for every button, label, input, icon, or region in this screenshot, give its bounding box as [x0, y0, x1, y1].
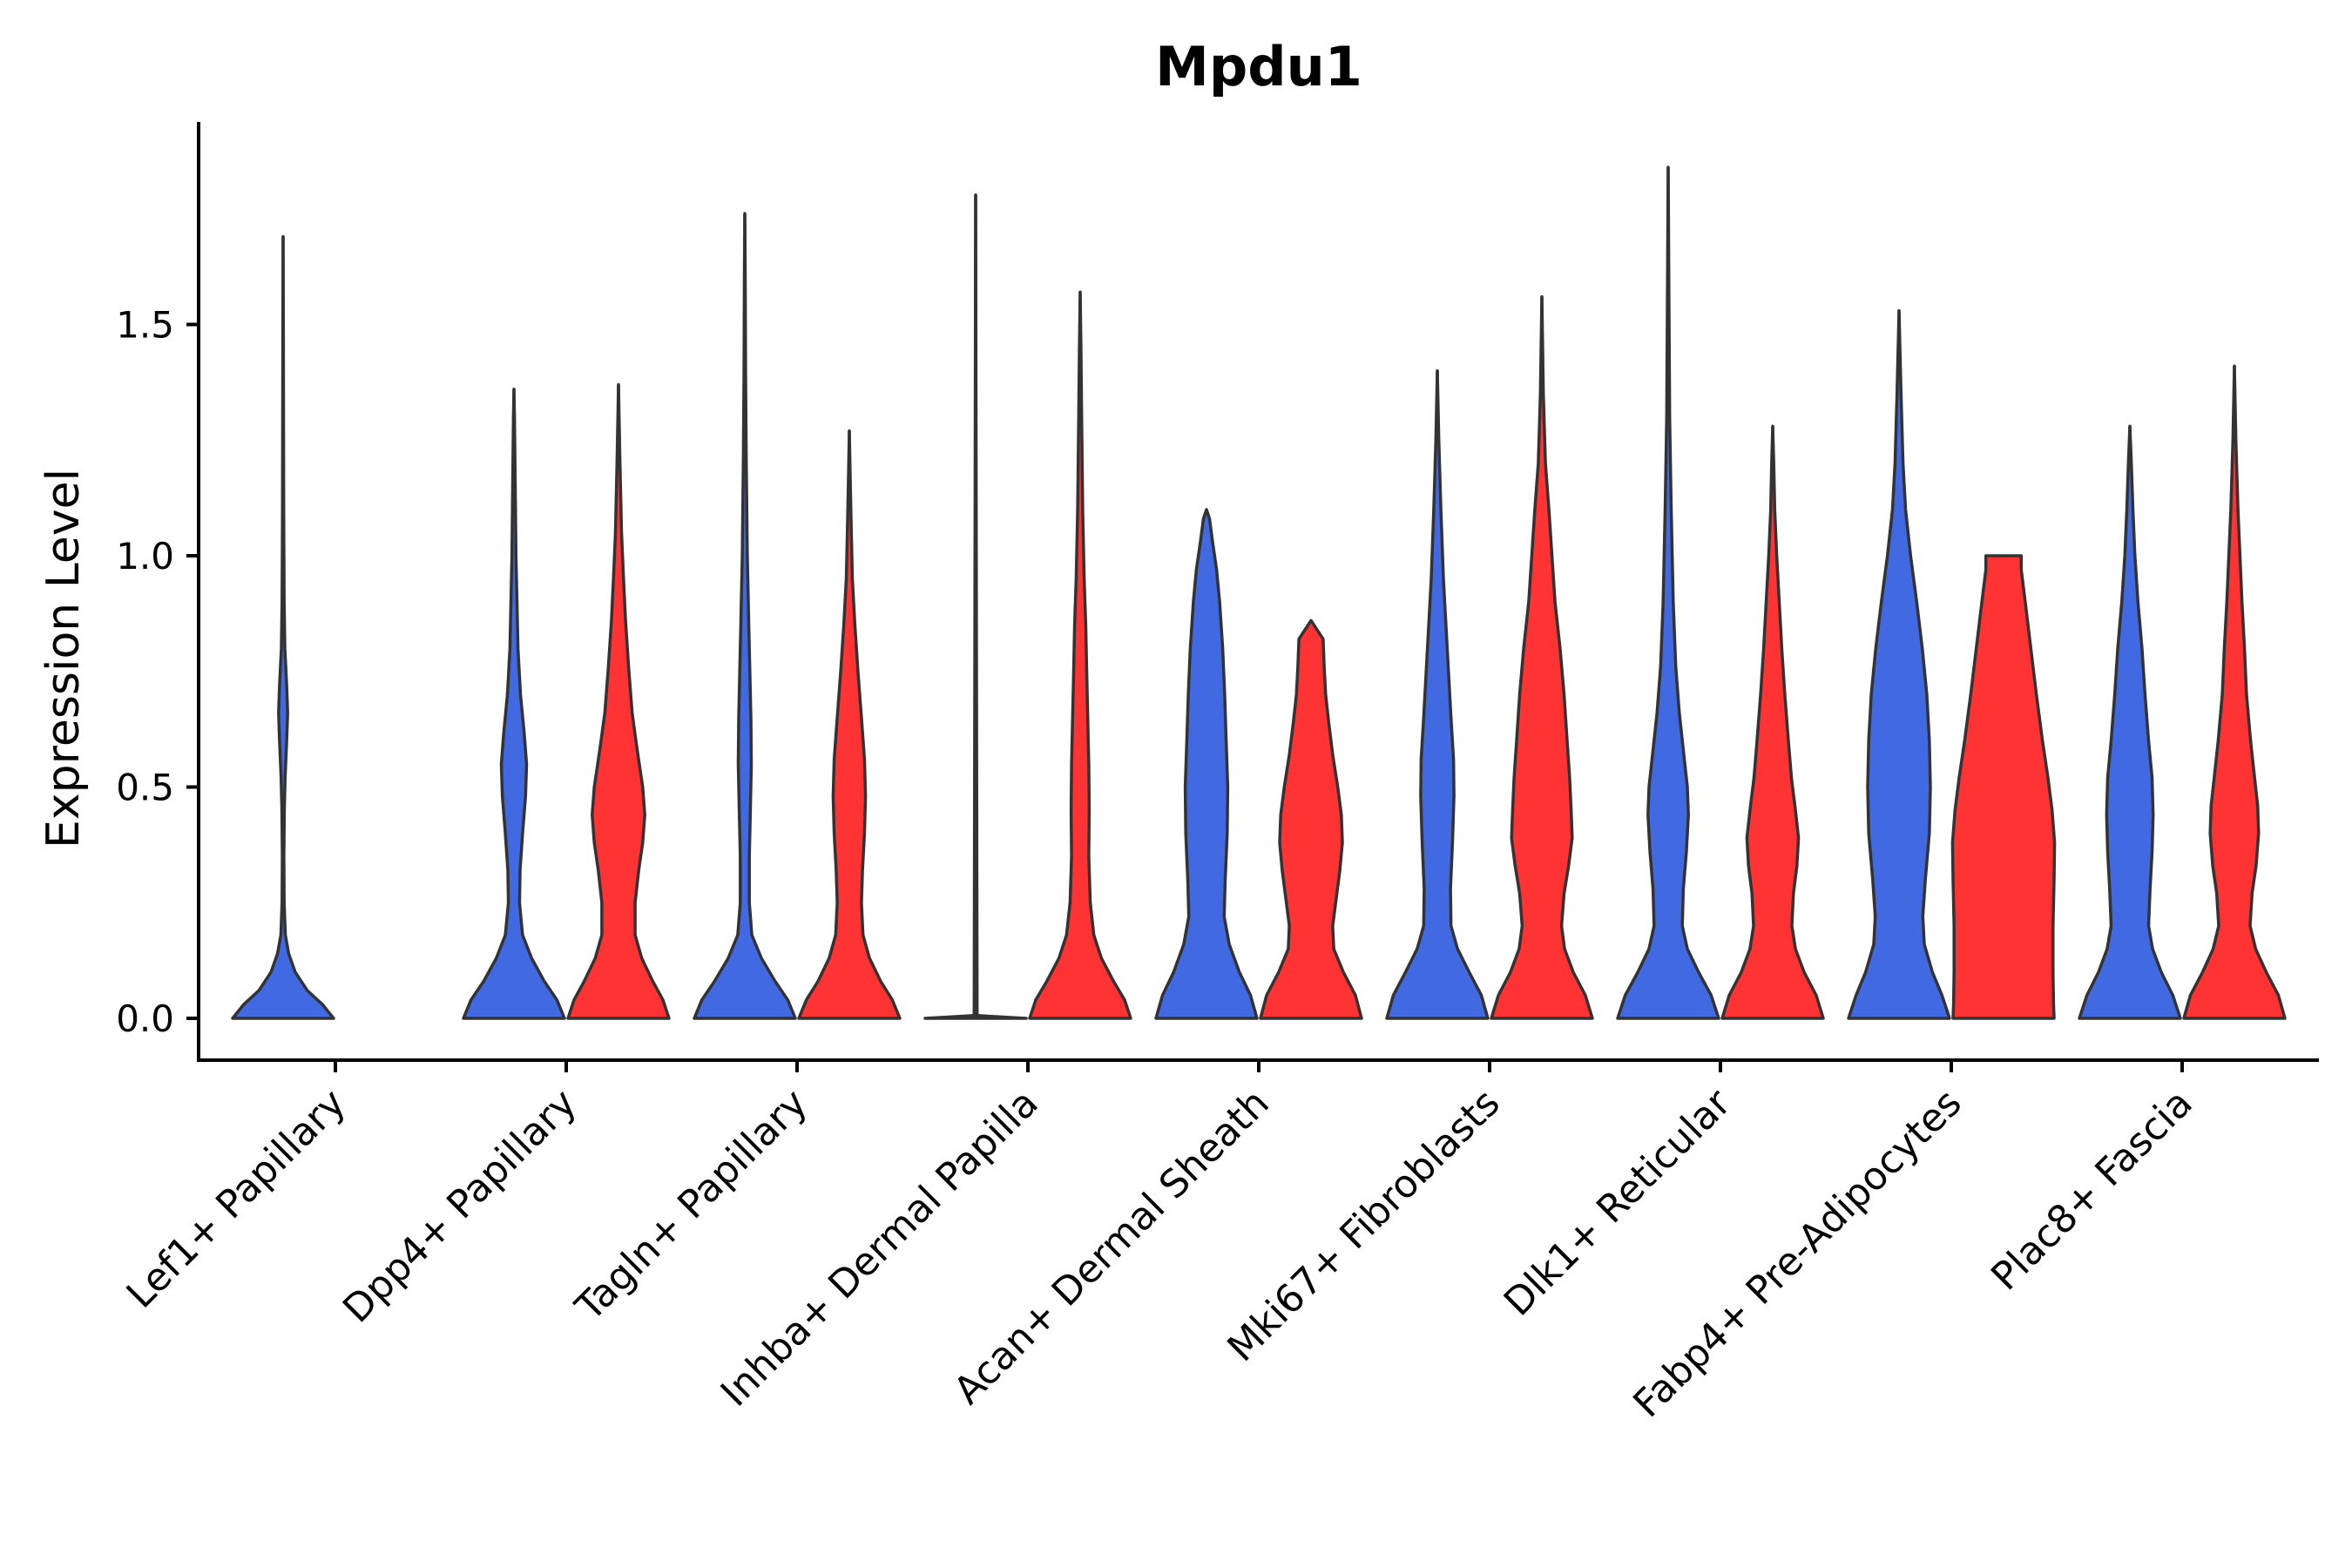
violin-layer — [231, 166, 2287, 1020]
violin-blue — [231, 234, 335, 1020]
y-ticks: 0.0 0.5 1.0 1.5 — [116, 304, 199, 1040]
x-tick-label: Plac8+ Fascia — [1983, 1081, 2201, 1300]
violin-blue — [2078, 424, 2182, 1020]
violin-blue — [923, 193, 1028, 1020]
violin-red — [2182, 364, 2287, 1020]
x-tick-label: Dpp4+ Papillary — [335, 1081, 585, 1332]
violin-red — [1028, 290, 1132, 1020]
violin-red — [797, 429, 902, 1020]
x-tick-label: Lef1+ Papillary — [118, 1081, 355, 1317]
chart-title: Mpdu1 — [1155, 35, 1362, 98]
y-axis-label: Expression Level — [37, 469, 90, 848]
violin-blue — [462, 388, 566, 1020]
violin-red — [1490, 294, 1594, 1020]
violin-red — [1950, 554, 2057, 1020]
violin-blue — [1154, 508, 1259, 1020]
x-tick-label: Tagln+ Papillary — [567, 1081, 816, 1330]
y-tick-label: 0.0 — [116, 997, 174, 1040]
y-tick-label: 1.5 — [116, 304, 174, 347]
violin-blue — [1385, 368, 1490, 1020]
violin-blue — [1616, 166, 1720, 1020]
y-tick-label: 1.0 — [116, 535, 174, 578]
violin-red — [566, 382, 671, 1020]
violin-red — [1259, 618, 1363, 1020]
y-tick-label: 0.5 — [116, 767, 174, 809]
violin-red — [1720, 424, 1825, 1020]
violin-blue — [693, 212, 797, 1020]
violin-blue — [1847, 308, 1951, 1020]
x-tick-label: Dlk1+ Reticular — [1496, 1080, 1740, 1325]
